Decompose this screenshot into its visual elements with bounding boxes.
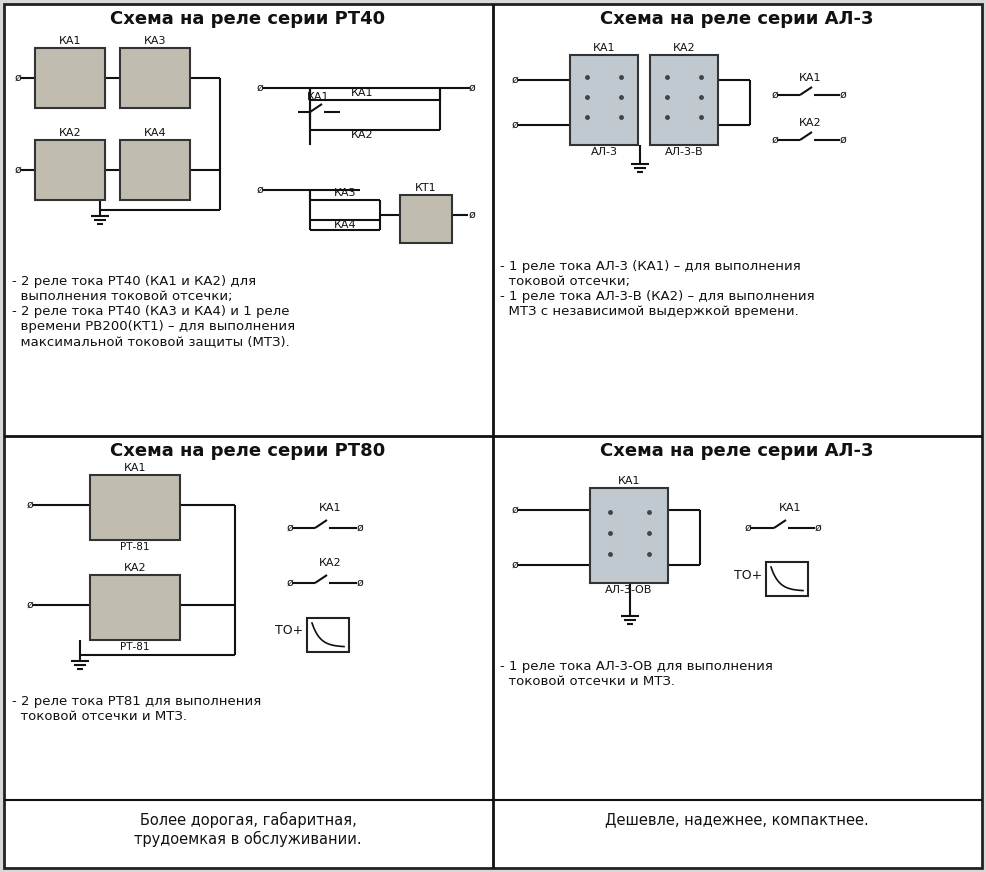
- Text: КА2: КА2: [123, 563, 146, 573]
- Text: Схема на реле серии РТ80: Схема на реле серии РТ80: [110, 442, 386, 460]
- Text: РТ-81: РТ-81: [120, 542, 150, 552]
- Text: КА2: КА2: [318, 558, 341, 568]
- Text: - 2 реле тока РТ81 для выполнения
  токовой отсечки и МТЗ.: - 2 реле тока РТ81 для выполнения токово…: [12, 695, 261, 723]
- Text: КА3: КА3: [333, 188, 356, 198]
- Text: ø: ø: [287, 523, 294, 533]
- Text: ø: ø: [512, 75, 519, 85]
- Text: ø: ø: [840, 135, 846, 145]
- Text: ø: ø: [772, 135, 778, 145]
- Text: КА1: КА1: [59, 36, 81, 46]
- Bar: [650, 55, 718, 145]
- Text: ø: ø: [772, 90, 778, 100]
- Text: КА1: КА1: [593, 43, 615, 53]
- Text: Схема на реле серии АЛ-3: Схема на реле серии АЛ-3: [600, 442, 874, 460]
- Bar: [766, 562, 808, 596]
- Text: ø: ø: [512, 120, 519, 130]
- Text: ø: ø: [357, 523, 364, 533]
- Bar: [35, 48, 105, 108]
- Text: ø: ø: [840, 90, 846, 100]
- Text: ø: ø: [27, 500, 34, 510]
- Text: Более дорогая, габаритная,
трудоемкая в обслуживании.: Более дорогая, габаритная, трудоемкая в …: [134, 812, 362, 847]
- Text: РТ-81: РТ-81: [120, 642, 150, 652]
- Text: ø: ø: [468, 83, 475, 93]
- Text: ø: ø: [357, 578, 364, 588]
- Text: Схема на реле серии РТ40: Схема на реле серии РТ40: [110, 10, 386, 28]
- Bar: [90, 475, 180, 540]
- Text: АЛ-3-ОВ: АЛ-3-ОВ: [605, 585, 653, 595]
- Bar: [307, 618, 349, 652]
- Text: ø: ø: [27, 600, 34, 610]
- Text: Схема на реле серии АЛ-3: Схема на реле серии АЛ-3: [600, 10, 874, 28]
- Text: КА1: КА1: [618, 476, 640, 486]
- Bar: [35, 140, 105, 200]
- Text: КА1: КА1: [318, 503, 341, 513]
- Text: ø: ø: [15, 73, 22, 83]
- Text: КА2: КА2: [351, 130, 374, 140]
- Text: КА2: КА2: [799, 118, 821, 128]
- Text: ø: ø: [468, 210, 475, 220]
- Text: ø: ø: [287, 578, 294, 588]
- Text: ø: ø: [814, 523, 821, 533]
- Text: - 2 реле тока РТ40 (КА1 и КА2) для
  выполнения токовой отсечки;
- 2 реле тока Р: - 2 реле тока РТ40 (КА1 и КА2) для выпол…: [12, 275, 295, 348]
- Bar: [90, 575, 180, 640]
- Text: КА2: КА2: [59, 128, 81, 138]
- Text: КА3: КА3: [144, 36, 167, 46]
- Text: ТО+: ТО+: [734, 569, 762, 582]
- Text: - 1 реле тока АЛ-3 (КА1) – для выполнения
  токовой отсечки;
- 1 реле тока АЛ-3-: - 1 реле тока АЛ-3 (КА1) – для выполнени…: [500, 260, 814, 318]
- Bar: [570, 55, 638, 145]
- Text: КА1: КА1: [799, 73, 821, 83]
- Text: КА4: КА4: [144, 128, 167, 138]
- Bar: [400, 195, 452, 243]
- Text: ø: ø: [744, 523, 751, 533]
- Text: ø: ø: [256, 83, 263, 93]
- Text: АЛ-3-В: АЛ-3-В: [665, 147, 703, 157]
- Text: КА1: КА1: [779, 503, 802, 513]
- Bar: [120, 140, 190, 200]
- Text: КТ1: КТ1: [415, 183, 437, 193]
- Text: ø: ø: [512, 505, 519, 515]
- Text: - 1 реле тока АЛ-3-ОВ для выполнения
  токовой отсечки и МТЗ.: - 1 реле тока АЛ-3-ОВ для выполнения ток…: [500, 660, 773, 688]
- Text: ø: ø: [256, 185, 263, 195]
- Text: КА1: КА1: [351, 88, 374, 98]
- Text: Дешевле, надежнее, компактнее.: Дешевле, надежнее, компактнее.: [605, 812, 869, 827]
- Text: ø: ø: [15, 165, 22, 175]
- Text: КА1: КА1: [307, 92, 329, 102]
- Text: КА2: КА2: [672, 43, 695, 53]
- Text: КА1: КА1: [124, 463, 146, 473]
- Text: ТО+: ТО+: [275, 623, 303, 637]
- Bar: [590, 488, 668, 583]
- Text: АЛ-3: АЛ-3: [591, 147, 617, 157]
- Text: ø: ø: [512, 560, 519, 570]
- Text: КА4: КА4: [333, 220, 356, 230]
- Bar: [120, 48, 190, 108]
